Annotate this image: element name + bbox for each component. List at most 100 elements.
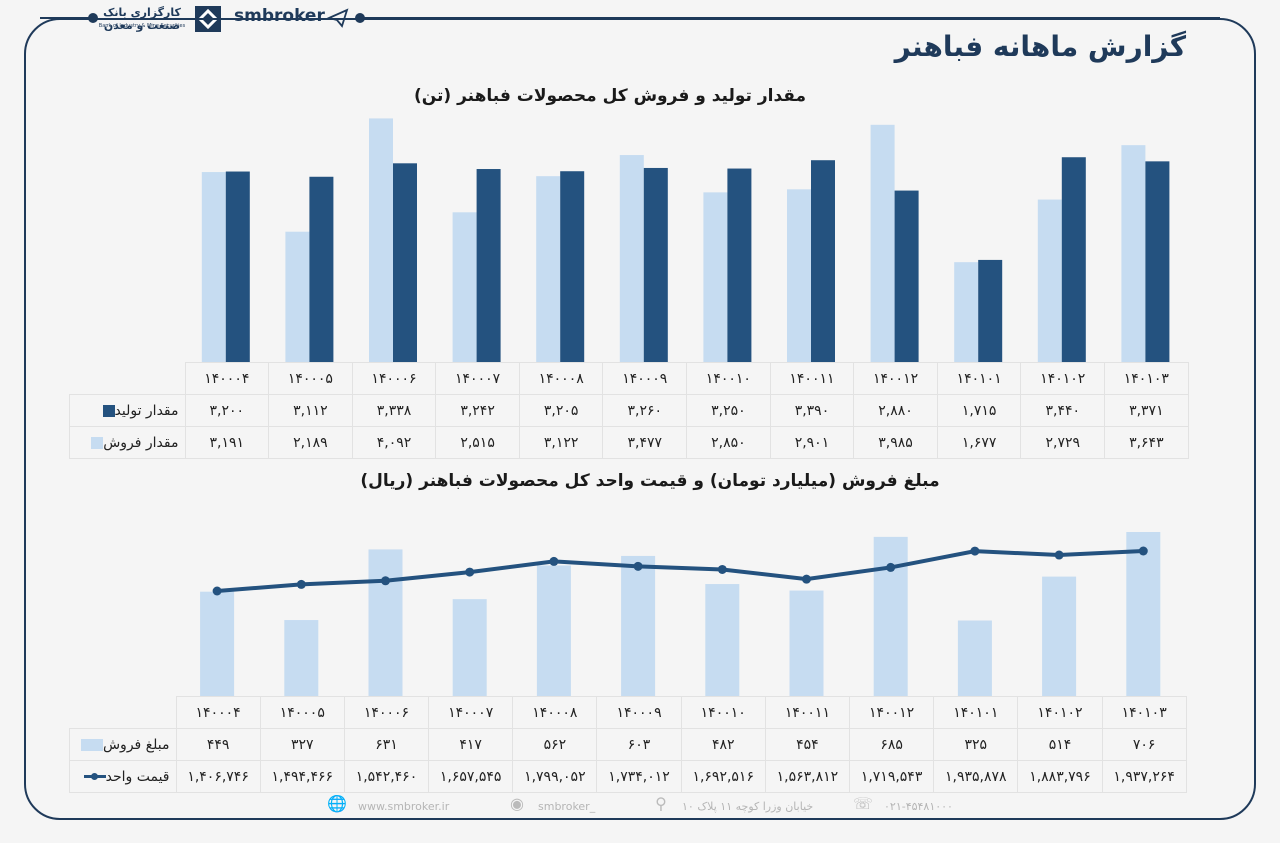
legend-sales-amount: مبلغ فروش [69,728,177,761]
production-value: ۱,۷۱۵ [936,394,1022,427]
chart2-title: مبلغ فروش (میلیارد تومان) و قیمت واحد کل… [360,471,940,491]
sales-value: ۴,۰۹۲ [351,426,437,459]
unit-price-value: ۱,۴۰۶,۷۴۶ [175,760,261,793]
unit-price-value: ۱,۹۳۷,۲۶۴ [1101,760,1187,793]
bar-sales-amount-0 [200,591,235,696]
sales-amount-value: ۵۶۲ [512,728,598,761]
bank-subtitle: Bank of Industry & Mine Securities [98,23,186,29]
bar-sales-3 [452,212,477,362]
unit-price-value: ۱,۴۹۴,۴۶۶ [259,760,345,793]
unit-price-value: ۱,۶۵۷,۵۴۵ [428,760,514,793]
category-label: ۱۴۰۰۰۵ [268,362,353,395]
unit-price-point-3 [465,567,475,577]
category-label: ۱۴۰۰۰۴ [184,362,270,395]
sales-value: ۳,۴۷۷ [602,426,688,459]
unit-price-line [216,549,1144,593]
production-value: ۲,۸۸۰ [853,394,938,427]
category-label: ۱۴۰۰۱۲ [848,696,935,729]
production-value: ۳,۲۰۵ [518,394,604,427]
production-sales-table: ۱۴۰۰۰۴ ۱۴۰۰۰۵ ۱۴۰۰۰۶ ۱۴۰۰۰۷ ۱۴۰۰۰۸ ۱۴۰۰۰۹ ۱۴۰۰… [69,362,1189,459]
production-value: ۳,۲۶۰ [602,394,688,427]
sales-amount-value: ۶۳۱ [343,728,430,761]
sales-amount-value: ۴۵۴ [764,728,851,761]
bar-sales-amount-8 [873,536,908,696]
bar-production-7 [811,160,835,362]
bar-sales-amount-10 [1042,576,1077,696]
globe-icon: 🌐 [327,794,347,813]
unit-price-value: ۱,۵۴۲,۴۶۰ [343,760,430,793]
bar-sales-2 [369,118,393,362]
sales-amount-value: ۴۴۹ [175,728,261,761]
bank-name: کارگزاری بانک صنعت و معدن [103,6,181,32]
footer: 🌐 www.smbroker.ir ◉ smbroker_ ⚲ خیابان و… [320,794,960,822]
category-label: ۱۴۰۰۱۰ [686,362,771,395]
sales-value: ۲,۵۱۵ [435,426,520,459]
bar-sales-1 [285,231,310,362]
unit-price-point-4 [549,556,559,566]
bar-sales-amount-1 [284,620,319,696]
sales-value: ۳,۶۴۳ [1104,426,1189,459]
category-label: ۱۴۰۰۰۹ [602,362,688,395]
legend-unit-price: قیمت واحد [69,760,177,793]
category-label: ۱۴۰۰۰۹ [596,696,682,729]
bar-sales-amount-4 [536,565,571,696]
category-label: ۱۴۰۱۰۲ [1020,362,1106,395]
bar-production-5 [643,167,668,362]
category-label: ۱۴۰۰۰۸ [512,696,598,729]
sales-amount-value: ۴۸۲ [680,728,766,761]
bar-sales-amount-6 [705,584,740,696]
category-label: ۱۴۰۱۰۳ [1104,362,1189,395]
sales-value: ۲,۹۰۱ [769,426,855,459]
sales-label: مقدار فروش [103,434,179,451]
legend-sales: مقدار فروش [69,426,186,459]
bar-production-6 [727,168,752,362]
table2-price-row: قیمت واحد ۱,۴۰۶,۷۴۶ ۱,۴۹۴,۴۶۶ ۱,۵۴۲,۴۶۰ ۱,۶… [69,760,1187,793]
phone-icon: ☏ [852,794,873,813]
production-label: مقدار تولید [114,402,179,419]
unit-price-point-10 [1054,550,1064,560]
brand-name: smbroker [234,6,325,26]
bar-production-8 [894,190,919,362]
sales-amount-value: ۳۲۷ [259,728,345,761]
bar-production-10 [1061,157,1086,362]
unit-price-point-0 [212,586,222,596]
footer-address: خیابان وزرا کوچه ۱۱ پلاک ۱۰ [682,800,814,813]
production-value: ۳,۳۷۱ [1104,394,1189,427]
unit-price-value: ۱,۸۸۳,۷۹۶ [1017,760,1103,793]
production-value: ۳,۲۰۰ [184,394,270,427]
table1-sales-row: مقدار فروش ۳,۱۹۱ ۲,۱۸۹ ۴,۰۹۲ ۲,۵۱۵ ۳,۱۲۲ ۳,۴۷… [69,426,1189,459]
bar-production-0 [225,171,250,362]
bar-production-9 [978,259,1003,362]
sales-amount-price-table: ۱۴۰۰۰۴ ۱۴۰۰۰۵ ۱۴۰۰۰۶ ۱۴۰۰۰۷ ۱۴۰۰۰۸ ۱۴۰۰۰۹ ۱۴۰۰… [69,696,1187,793]
category-label: ۱۴۰۰۰۴ [175,696,261,729]
category-label: ۱۴۰۰۱۰ [680,696,766,729]
unit-price-point-7 [802,574,811,584]
table2-header-row: ۱۴۰۰۰۴ ۱۴۰۰۰۵ ۱۴۰۰۰۶ ۱۴۰۰۰۷ ۱۴۰۰۰۸ ۱۴۰۰۰۹ ۱۴۰۰… [70,696,1187,729]
footer-instagram[interactable]: smbroker_ [538,800,596,813]
production-swatch [102,404,115,417]
production-value: ۳,۲۴۲ [435,394,520,427]
category-label: ۱۴۰۱۰۱ [936,362,1022,395]
unit-price-value: ۱,۷۳۴,۰۱۲ [596,760,682,793]
bar-sales-10 [1037,199,1062,362]
instagram-icon: ◉ [510,794,524,813]
bar-production-4 [560,171,585,362]
sales-value: ۳,۹۸۵ [853,426,938,459]
footer-website[interactable]: www.smbroker.ir [358,800,450,813]
legend-production: مقدار تولید [69,394,186,427]
bar-sales-8 [870,124,895,362]
category-label: ۱۴۰۰۰۶ [343,696,430,729]
bar-production-1 [309,176,334,362]
production-value: ۳,۳۹۰ [769,394,855,427]
sales-value: ۳,۱۹۱ [184,426,270,459]
category-label: ۱۴۰۱۰۲ [1017,696,1103,729]
unit-price-label: قیمت واحد [105,768,170,785]
bar-sales-amount-9 [957,620,992,696]
bar-sales-6 [703,192,728,362]
unit-price-value: ۱,۵۶۳,۸۱۲ [764,760,851,793]
production-value: ۳,۱۱۲ [268,394,353,427]
unit-price-value: ۱,۶۹۲,۵۱۶ [680,760,766,793]
unit-price-point-9 [970,546,980,556]
category-label: ۱۴۰۰۰۸ [518,362,604,395]
